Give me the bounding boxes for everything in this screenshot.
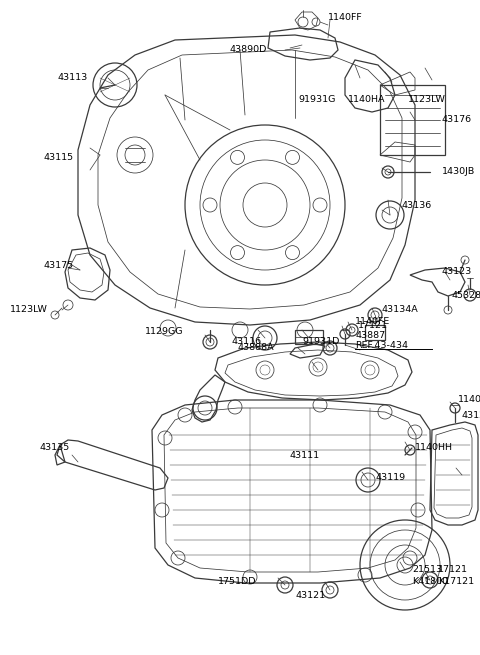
Text: 1140FF: 1140FF: [328, 14, 363, 22]
Text: 17121: 17121: [358, 320, 388, 329]
Bar: [380, 85, 445, 155]
Text: 1129GG: 1129GG: [145, 328, 183, 337]
Text: K41800: K41800: [412, 578, 448, 586]
Text: 43135: 43135: [40, 443, 70, 453]
Text: 43116: 43116: [232, 337, 262, 346]
Text: 91931D: 91931D: [302, 337, 339, 346]
Text: 43111: 43111: [290, 451, 320, 460]
Text: 45328: 45328: [452, 291, 480, 299]
Text: 91931G: 91931G: [298, 96, 336, 105]
Text: 43176: 43176: [442, 115, 472, 124]
Text: 43113: 43113: [58, 73, 88, 83]
Text: 43890D: 43890D: [230, 45, 267, 54]
Text: 43134A: 43134A: [382, 305, 419, 314]
Text: 1123LW: 1123LW: [10, 305, 48, 314]
Text: 1140FE: 1140FE: [355, 318, 390, 326]
Text: 43175: 43175: [44, 261, 74, 269]
Text: 1140HA: 1140HA: [348, 96, 385, 105]
Text: 43119: 43119: [375, 474, 405, 483]
Text: REF.43-434: REF.43-434: [355, 341, 408, 350]
Text: 1140HY: 1140HY: [458, 396, 480, 405]
Text: 21513: 21513: [412, 565, 442, 574]
Text: 1123LW: 1123LW: [408, 96, 446, 105]
Text: 1430JB: 1430JB: [442, 168, 475, 176]
Text: 43888A: 43888A: [238, 343, 275, 352]
Text: 43136: 43136: [402, 200, 432, 210]
Text: 43120: 43120: [462, 411, 480, 419]
Text: 43887: 43887: [355, 331, 385, 339]
Text: 1140HH: 1140HH: [415, 443, 453, 453]
Text: 43115: 43115: [44, 153, 74, 162]
Text: 17121: 17121: [438, 565, 468, 574]
Text: 1751DD: 1751DD: [218, 578, 256, 586]
Text: K17121: K17121: [438, 578, 474, 586]
Text: 43123: 43123: [442, 267, 472, 276]
Bar: [295, 330, 323, 344]
Text: 43121: 43121: [295, 591, 325, 601]
